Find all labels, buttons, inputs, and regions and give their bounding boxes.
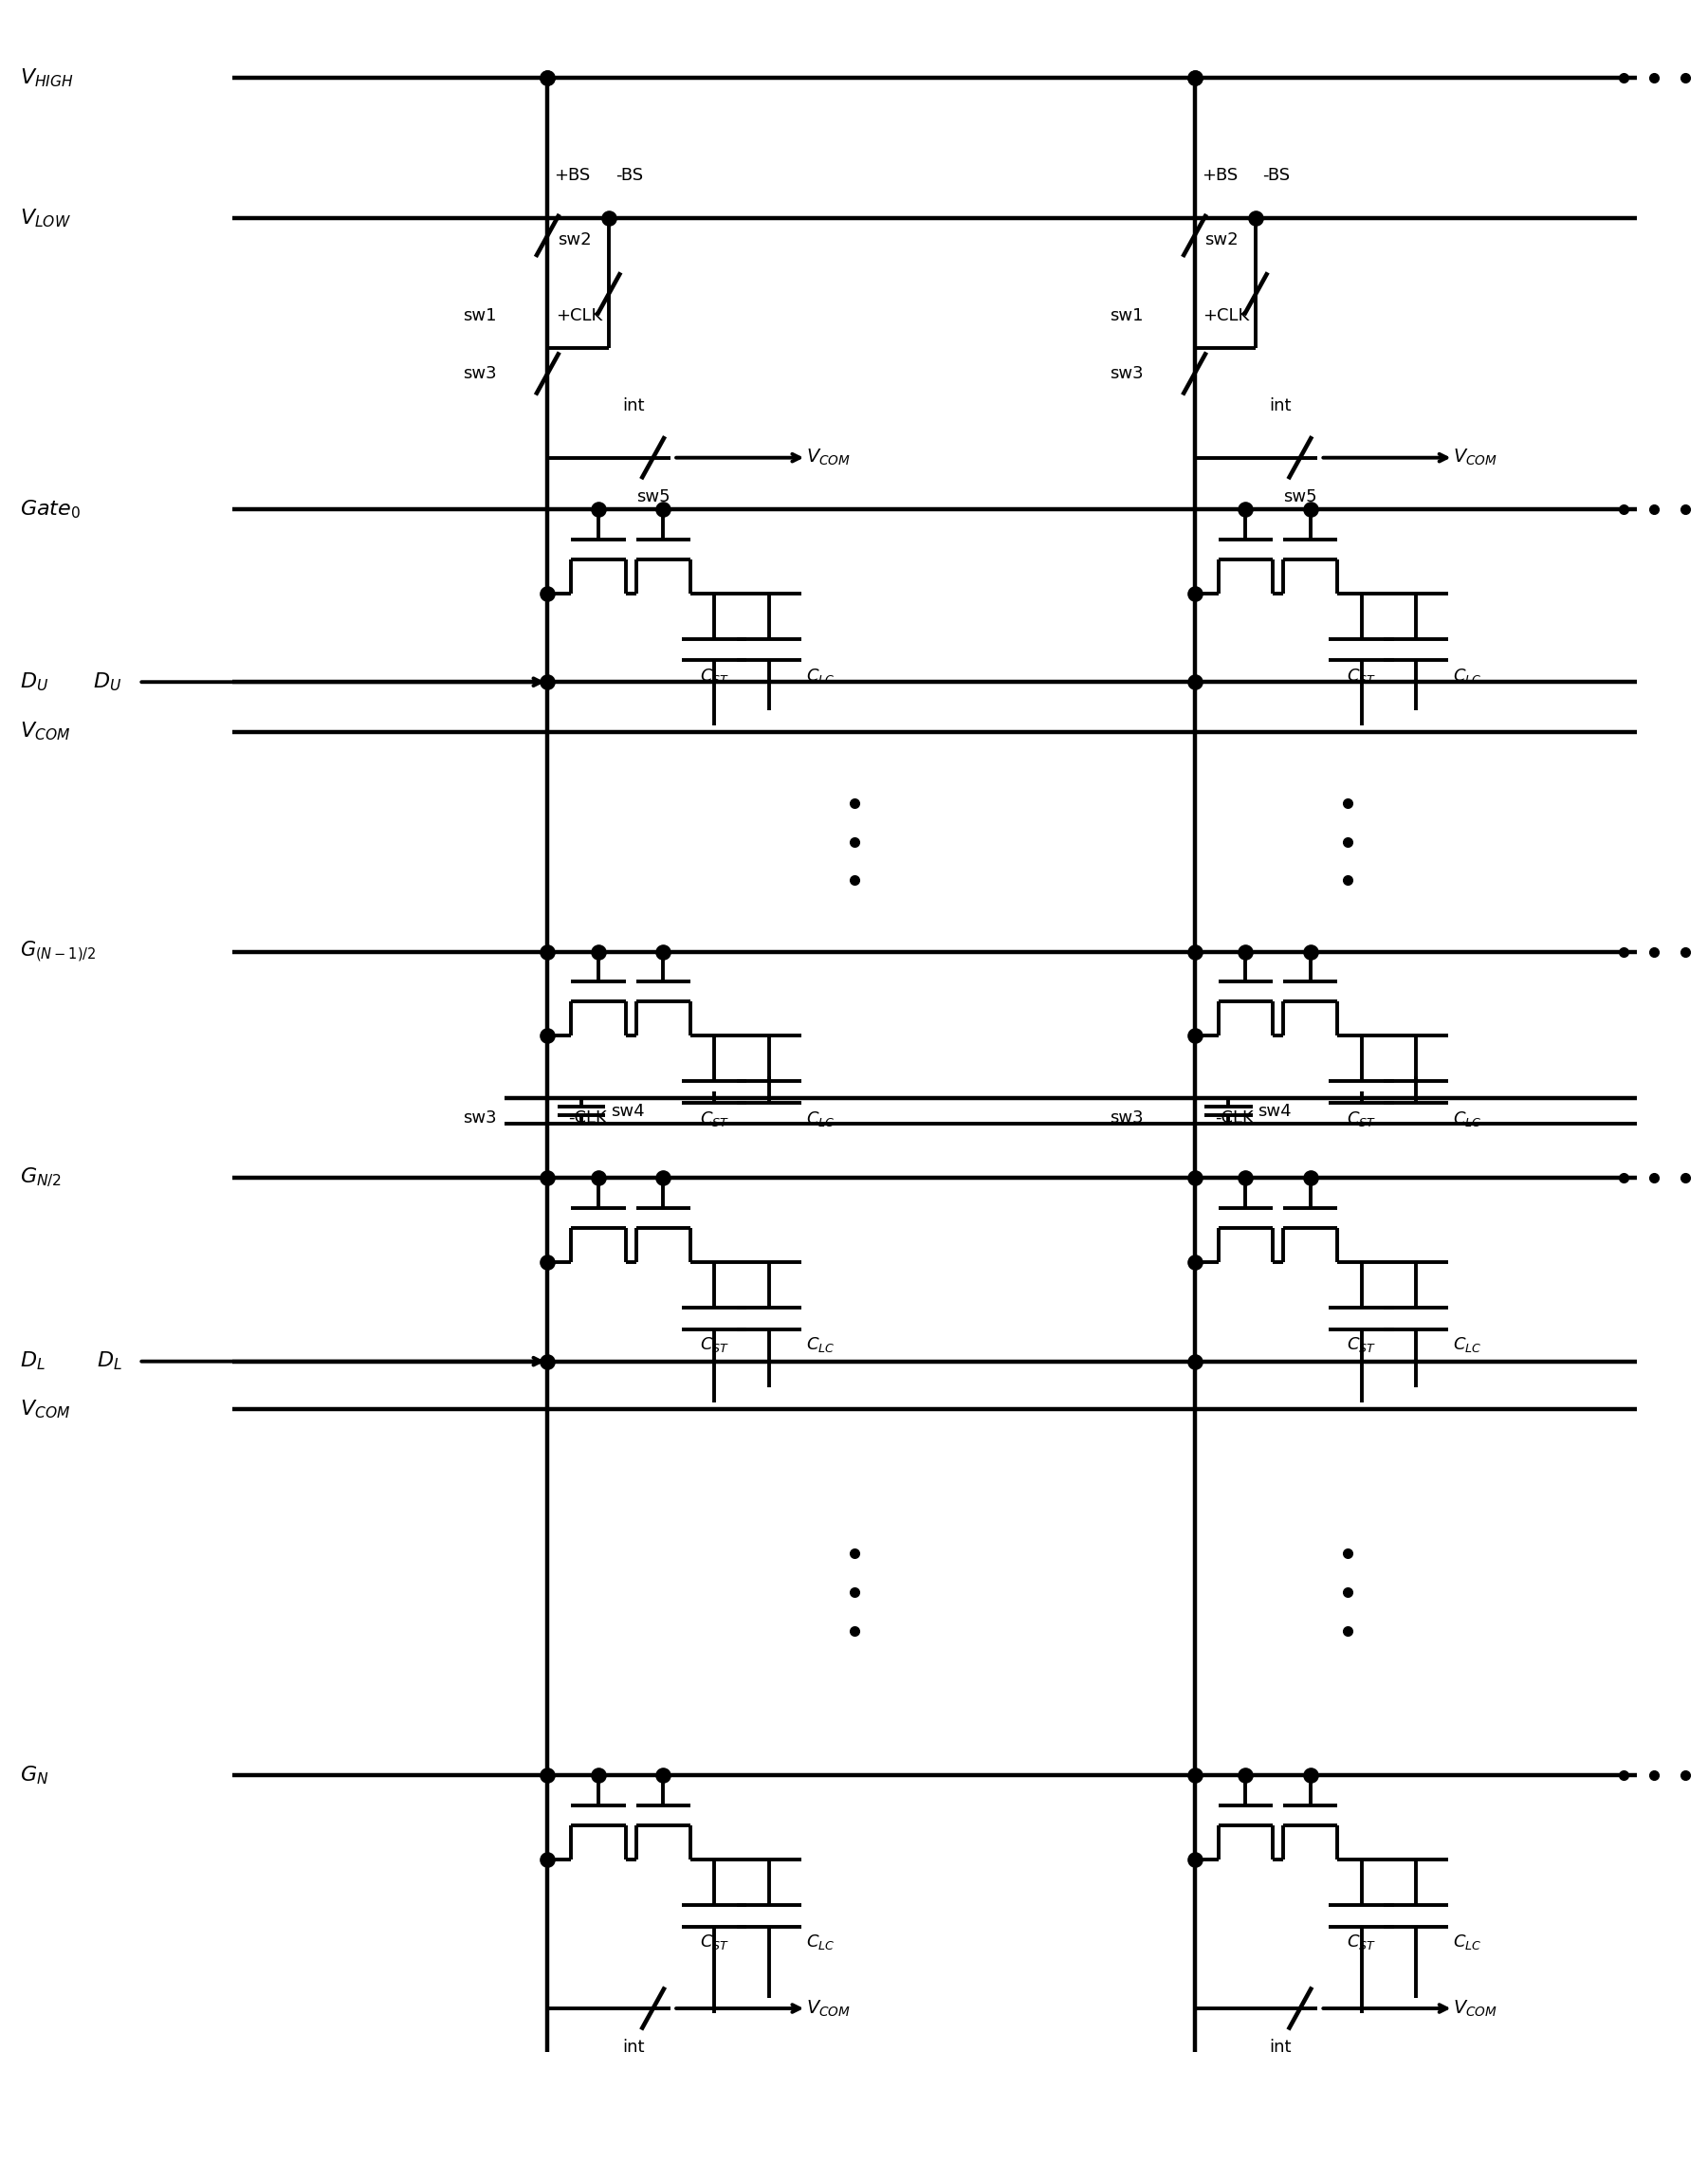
Point bbox=[1296, 934, 1324, 969]
Text: +BS: +BS bbox=[555, 166, 591, 184]
Point bbox=[1180, 1018, 1208, 1053]
Text: $C_{ST}$: $C_{ST}$ bbox=[1346, 1933, 1377, 1952]
Text: $V_{COM}$: $V_{COM}$ bbox=[806, 1998, 851, 2019]
Point bbox=[584, 1758, 611, 1792]
Text: $V_{COM}$: $V_{COM}$ bbox=[1454, 1998, 1498, 2019]
Point bbox=[535, 1018, 562, 1053]
Point bbox=[535, 1758, 562, 1792]
Point bbox=[535, 664, 562, 698]
Point bbox=[1231, 493, 1259, 528]
Point bbox=[1180, 1345, 1208, 1379]
Text: sw2: sw2 bbox=[559, 231, 591, 249]
Text: $G_{N/2}$: $G_{N/2}$ bbox=[20, 1167, 61, 1189]
Point bbox=[584, 934, 611, 969]
Text: sw3: sw3 bbox=[463, 365, 497, 383]
Text: $C_{LC}$: $C_{LC}$ bbox=[806, 1933, 835, 1952]
Point bbox=[649, 493, 676, 528]
Text: sw1: sw1 bbox=[1110, 307, 1143, 324]
Point bbox=[649, 1161, 676, 1196]
Point bbox=[1180, 1161, 1208, 1196]
Text: -BS: -BS bbox=[615, 166, 644, 184]
Text: $V_{COM}$: $V_{COM}$ bbox=[806, 448, 851, 467]
Text: $V_{HIGH}$: $V_{HIGH}$ bbox=[20, 67, 73, 89]
Text: $C_{ST}$: $C_{ST}$ bbox=[1346, 666, 1377, 685]
Point bbox=[1180, 1842, 1208, 1877]
Text: -CLK: -CLK bbox=[1214, 1109, 1254, 1126]
Point bbox=[535, 1245, 562, 1280]
Point bbox=[1231, 1758, 1259, 1792]
Text: $D_L$: $D_L$ bbox=[96, 1351, 121, 1373]
Text: sw4: sw4 bbox=[610, 1103, 644, 1120]
Point bbox=[535, 1345, 562, 1379]
Text: sw4: sw4 bbox=[1257, 1103, 1291, 1120]
Text: $V_{COM}$: $V_{COM}$ bbox=[1454, 448, 1498, 467]
Point bbox=[535, 577, 562, 612]
Point bbox=[1180, 577, 1208, 612]
Point bbox=[1231, 934, 1259, 969]
Text: $C_{ST}$: $C_{ST}$ bbox=[700, 1336, 729, 1353]
Text: $V_{LOW}$: $V_{LOW}$ bbox=[20, 208, 70, 229]
Point bbox=[1242, 201, 1269, 236]
Point bbox=[535, 934, 562, 969]
Point bbox=[649, 1758, 676, 1792]
Point bbox=[1180, 61, 1208, 95]
Text: $C_{ST}$: $C_{ST}$ bbox=[1346, 1336, 1377, 1353]
Text: $Gate_0$: $Gate_0$ bbox=[20, 497, 80, 521]
Text: $D_L$: $D_L$ bbox=[20, 1351, 44, 1373]
Text: sw3: sw3 bbox=[463, 1109, 497, 1126]
Text: $V_{COM}$: $V_{COM}$ bbox=[20, 1397, 70, 1420]
Text: $C_{ST}$: $C_{ST}$ bbox=[700, 1109, 729, 1129]
Point bbox=[1180, 664, 1208, 698]
Text: int: int bbox=[1269, 2039, 1291, 2056]
Point bbox=[535, 61, 562, 95]
Point bbox=[1180, 1758, 1208, 1792]
Text: +BS: +BS bbox=[1201, 166, 1238, 184]
Text: int: int bbox=[622, 398, 644, 415]
Text: $C_{LC}$: $C_{LC}$ bbox=[806, 666, 835, 685]
Text: -CLK: -CLK bbox=[569, 1109, 606, 1126]
Point bbox=[1296, 493, 1324, 528]
Text: $D_U$: $D_U$ bbox=[94, 670, 121, 694]
Text: -BS: -BS bbox=[1262, 166, 1290, 184]
Text: $G_N$: $G_N$ bbox=[20, 1764, 48, 1786]
Text: +CLK: +CLK bbox=[557, 307, 603, 324]
Point bbox=[535, 61, 562, 95]
Text: sw2: sw2 bbox=[1204, 231, 1238, 249]
Point bbox=[1180, 61, 1208, 95]
Text: sw1: sw1 bbox=[463, 307, 497, 324]
Point bbox=[535, 1161, 562, 1196]
Point bbox=[1296, 1758, 1324, 1792]
Text: sw3: sw3 bbox=[1110, 1109, 1143, 1126]
Text: $C_{LC}$: $C_{LC}$ bbox=[806, 1336, 835, 1353]
Text: sw3: sw3 bbox=[1110, 365, 1143, 383]
Point bbox=[594, 201, 622, 236]
Text: $C_{LC}$: $C_{LC}$ bbox=[1454, 1336, 1483, 1353]
Point bbox=[1180, 1245, 1208, 1280]
Text: $C_{ST}$: $C_{ST}$ bbox=[700, 1933, 729, 1952]
Point bbox=[584, 493, 611, 528]
Text: sw5: sw5 bbox=[1283, 489, 1317, 506]
Text: $C_{LC}$: $C_{LC}$ bbox=[1454, 666, 1483, 685]
Point bbox=[1296, 1161, 1324, 1196]
Text: $C_{LC}$: $C_{LC}$ bbox=[1454, 1109, 1483, 1129]
Text: $C_{ST}$: $C_{ST}$ bbox=[1346, 1109, 1377, 1129]
Point bbox=[584, 1161, 611, 1196]
Text: sw5: sw5 bbox=[635, 489, 670, 506]
Text: int: int bbox=[622, 2039, 644, 2056]
Text: $G_{(N-1)/2}$: $G_{(N-1)/2}$ bbox=[20, 938, 96, 964]
Point bbox=[649, 934, 676, 969]
Point bbox=[1231, 1161, 1259, 1196]
Text: $C_{LC}$: $C_{LC}$ bbox=[1454, 1933, 1483, 1952]
Point bbox=[1180, 934, 1208, 969]
Text: $C_{ST}$: $C_{ST}$ bbox=[700, 666, 729, 685]
Text: $V_{COM}$: $V_{COM}$ bbox=[20, 720, 70, 744]
Point bbox=[535, 1842, 562, 1877]
Text: $C_{LC}$: $C_{LC}$ bbox=[806, 1109, 835, 1129]
Text: +CLK: +CLK bbox=[1202, 307, 1250, 324]
Text: int: int bbox=[1269, 398, 1291, 415]
Text: $D_U$: $D_U$ bbox=[20, 670, 48, 694]
